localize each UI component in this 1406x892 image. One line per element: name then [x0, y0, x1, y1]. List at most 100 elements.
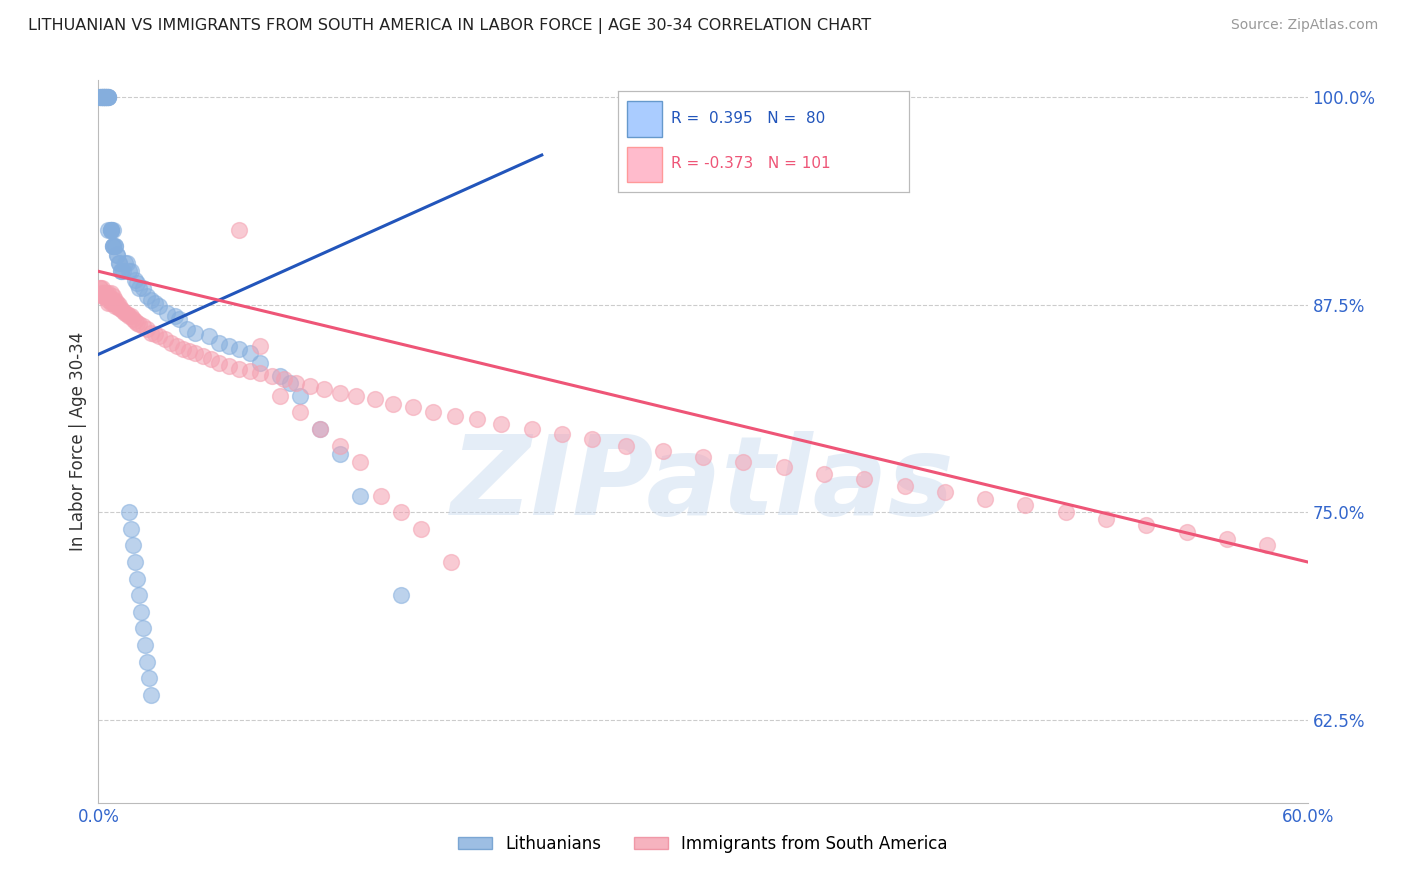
Point	[616, 439, 638, 453]
Point	[520, 422, 543, 436]
Point	[100, 223, 122, 237]
Point	[491, 417, 513, 431]
Point	[111, 304, 134, 318]
Point	[128, 281, 150, 295]
Point	[172, 343, 194, 357]
Point	[100, 285, 122, 300]
Point	[93, 285, 115, 300]
Point	[314, 382, 336, 396]
Point	[1135, 518, 1157, 533]
Point	[166, 339, 188, 353]
Point	[299, 379, 322, 393]
Point	[208, 335, 231, 350]
Point	[121, 312, 143, 326]
Point	[96, 90, 118, 104]
Point	[97, 90, 120, 104]
Point	[97, 293, 120, 307]
Point	[239, 345, 262, 359]
Point	[148, 329, 170, 343]
Y-axis label: In Labor Force | Age 30-34: In Labor Force | Age 30-34	[69, 332, 87, 551]
Legend: Lithuanians, Immigrants from South America: Lithuanians, Immigrants from South Ameri…	[451, 828, 955, 860]
Point	[132, 319, 155, 334]
Point	[1054, 505, 1077, 519]
Point	[91, 90, 114, 104]
Point	[107, 301, 129, 315]
Point	[89, 90, 111, 104]
Point	[114, 256, 136, 270]
Point	[167, 312, 190, 326]
Point	[249, 339, 271, 353]
Point	[184, 326, 207, 340]
Point	[101, 239, 124, 253]
Point	[692, 450, 714, 465]
Point	[381, 397, 404, 411]
Point	[581, 432, 603, 446]
Point	[160, 335, 183, 350]
Point	[120, 264, 142, 278]
Point	[110, 264, 132, 278]
Point	[349, 489, 371, 503]
Point	[288, 389, 311, 403]
Text: ZIPatlas: ZIPatlas	[451, 432, 955, 539]
Point	[239, 364, 262, 378]
Point	[269, 368, 291, 383]
Point	[1014, 499, 1036, 513]
Point	[107, 256, 129, 270]
Point	[132, 281, 155, 295]
Point	[107, 297, 129, 311]
Point	[93, 90, 115, 104]
Point	[89, 90, 111, 104]
Point	[118, 309, 141, 323]
Point	[101, 239, 124, 253]
Point	[105, 248, 128, 262]
Point	[96, 289, 118, 303]
Point	[114, 306, 136, 320]
Point	[208, 356, 231, 370]
Point	[218, 359, 240, 373]
Point	[115, 308, 138, 322]
Point	[97, 285, 120, 300]
Point	[97, 90, 120, 104]
Point	[134, 638, 156, 652]
Point	[101, 239, 124, 253]
Point	[309, 422, 332, 436]
Point	[91, 90, 114, 104]
Point	[344, 389, 367, 403]
Point	[198, 329, 221, 343]
Point	[97, 90, 120, 104]
Point	[124, 314, 146, 328]
Point	[349, 455, 371, 469]
Point	[93, 90, 115, 104]
Point	[93, 90, 115, 104]
Point	[143, 296, 166, 310]
Point	[1256, 538, 1278, 552]
Point	[110, 264, 132, 278]
Point	[651, 443, 673, 458]
Point	[422, 405, 444, 419]
Point	[228, 343, 250, 357]
Point	[1175, 524, 1198, 539]
Point	[893, 478, 915, 492]
Point	[329, 439, 352, 453]
Point	[309, 422, 332, 436]
Point	[97, 289, 120, 303]
Point	[228, 362, 250, 376]
Text: Source: ZipAtlas.com: Source: ZipAtlas.com	[1230, 18, 1378, 32]
Point	[148, 299, 170, 313]
Point	[91, 285, 114, 300]
Point	[733, 455, 755, 469]
Point	[132, 621, 155, 635]
Point	[125, 316, 148, 330]
Point	[96, 90, 118, 104]
Point	[105, 296, 128, 310]
Point	[89, 281, 111, 295]
Point	[853, 472, 876, 486]
Point	[218, 339, 240, 353]
Point	[96, 90, 118, 104]
Point	[103, 293, 125, 307]
Point	[100, 223, 122, 237]
Point	[284, 376, 307, 390]
Point	[249, 356, 271, 370]
Point	[93, 289, 115, 303]
Point	[269, 389, 291, 403]
